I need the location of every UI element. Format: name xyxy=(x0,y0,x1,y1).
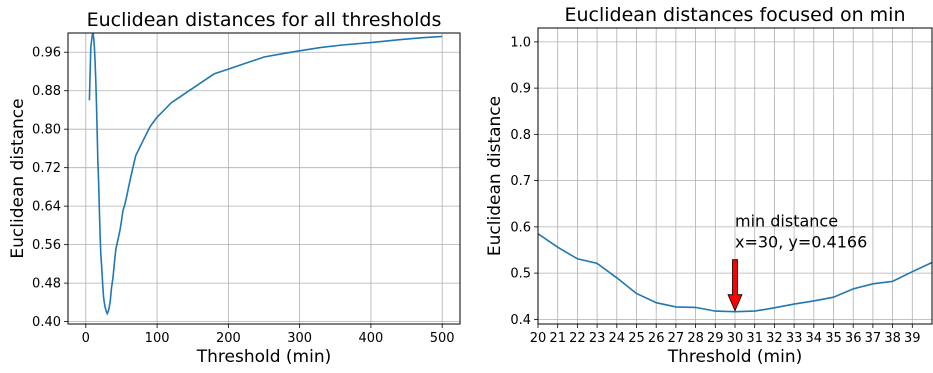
x-axis-label: Threshold (min) xyxy=(667,347,803,367)
x-tick-label: 24 xyxy=(609,331,626,346)
arrow-icon xyxy=(727,259,743,312)
y-tick-label: 0.7 xyxy=(510,174,531,189)
y-tick-label: 0.72 xyxy=(32,161,61,176)
y-tick-label: 0.64 xyxy=(32,200,61,215)
chart-all-thresholds: 0 100 200 300 400 500 0.40 0.48 0.56 0.64 0.72 0.80… xyxy=(8,9,461,367)
x-tick-label: 28 xyxy=(687,331,704,346)
x-tick-label: 34 xyxy=(806,331,823,346)
y-tick-label: 0.80 xyxy=(32,123,61,138)
x-tick-label: 400 xyxy=(358,331,383,346)
x-tick-label: 21 xyxy=(549,331,566,346)
x-tick-label: 31 xyxy=(746,331,763,346)
x-tick-label: 0 xyxy=(82,331,90,346)
x-tick-label: 23 xyxy=(589,331,606,346)
annotation-value: x=30, y=0.4166 xyxy=(735,233,867,252)
y-tick-label: 0.8 xyxy=(510,128,531,143)
y-tick-label: 0.6 xyxy=(510,220,531,235)
x-axis-label: Threshold (min) xyxy=(196,347,332,367)
y-tick-label: 0.48 xyxy=(32,277,61,292)
distance-series xyxy=(88,33,443,316)
y-axis-label: Euclidean distance xyxy=(8,98,28,258)
series-line xyxy=(88,33,443,316)
x-tick-label: 22 xyxy=(569,331,586,346)
x-tick-label: 38 xyxy=(884,331,901,346)
x-tick-label: 33 xyxy=(786,331,803,346)
min-annotation: min distance x=30, y=0.4166 xyxy=(727,212,867,312)
grid xyxy=(68,33,460,324)
x-tick-label: 29 xyxy=(707,331,724,346)
x-tick-label: 27 xyxy=(668,331,685,346)
x-tick-label: 36 xyxy=(845,331,862,346)
y-tick-label: 0.96 xyxy=(32,46,61,61)
chart-focused-on-min: 20 21 22 23 24 25 26 27 28 29 30 31 32 33 34 35 36 37 38 39… xyxy=(485,4,933,367)
x-tick-label: 30 xyxy=(727,331,744,346)
x-tick-label: 39 xyxy=(904,331,921,346)
x-tick-label: 37 xyxy=(865,331,882,346)
chart-title: Euclidean distances focused on min xyxy=(565,4,906,26)
x-tick-label: 25 xyxy=(628,331,645,346)
distance-series xyxy=(538,233,932,313)
x-tick-label: 200 xyxy=(216,331,241,346)
x-tick-label: 500 xyxy=(430,331,455,346)
x-tick-label: 100 xyxy=(145,331,170,346)
x-tick-label: 32 xyxy=(766,331,783,346)
y-tick-label: 0.88 xyxy=(32,84,61,99)
x-tick-label: 20 xyxy=(530,331,547,346)
chart-title: Euclidean distances for all thresholds xyxy=(87,9,442,31)
ticks: 0 100 200 300 400 500 0.40 0.48 0.56 0.64 0.72 0.80… xyxy=(32,46,455,346)
x-tick-label: 300 xyxy=(287,331,312,346)
y-tick-label: 0.40 xyxy=(32,315,61,330)
ticks: 20 21 22 23 24 25 26 27 28 29 30 31 32 33 34 35 36 37 38 39… xyxy=(510,35,920,346)
y-tick-label: 0.56 xyxy=(32,238,61,253)
annotation-label: min distance xyxy=(735,212,838,231)
series-line xyxy=(538,233,932,313)
y-tick-label: 0.5 xyxy=(510,267,531,282)
y-tick-label: 1.0 xyxy=(510,35,531,50)
x-tick-label: 35 xyxy=(825,331,842,346)
y-tick-label: 0.4 xyxy=(510,313,531,328)
y-axis-label: Euclidean distance xyxy=(485,96,505,256)
y-tick-label: 0.9 xyxy=(510,82,531,97)
plot-frame xyxy=(67,32,461,325)
x-tick-label: 26 xyxy=(648,331,665,346)
